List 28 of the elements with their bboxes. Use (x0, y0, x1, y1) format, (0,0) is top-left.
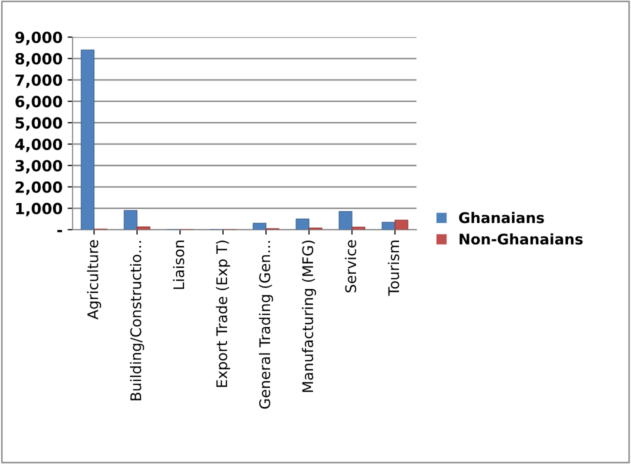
bar (382, 222, 396, 230)
y-tick-label: 8,000 (15, 52, 62, 66)
y-tick-label: 3,000 (16, 160, 62, 174)
bar (80, 50, 94, 230)
legend-label: Non-Ghanaians (460, 233, 583, 245)
y-tick-label: 7,000 (16, 74, 62, 88)
bar (296, 218, 310, 230)
x-tick-label: Liaison (172, 240, 184, 289)
y-tick-label: 5,000 (16, 117, 62, 131)
y-tick-label: - (57, 230, 62, 232)
x-tick-label: Tourism (388, 240, 400, 296)
x-tick-label: Building/Constructio… (130, 241, 144, 400)
x-tick-label: Export Trade (Exp T) (216, 240, 230, 387)
x-tick-label: Service (344, 240, 356, 292)
x-tick-label: Manufacturing (MFG) (302, 240, 316, 392)
bar (252, 222, 266, 230)
bar (136, 226, 150, 230)
bar (338, 211, 352, 230)
y-tick-label: 1,000 (16, 202, 62, 216)
y-tick-label: 4,000 (15, 138, 62, 152)
y-tick-label: 2,000 (16, 181, 62, 195)
bar (124, 210, 138, 230)
x-tick-label: General Trading (Gen… (258, 241, 274, 409)
y-tick-label: 9,000 (15, 32, 62, 46)
x-tick-label: Agriculture (87, 240, 102, 320)
bar (394, 220, 408, 230)
legend-label: Ghanaians (459, 212, 544, 224)
y-tick-label: 6,000 (15, 96, 62, 110)
